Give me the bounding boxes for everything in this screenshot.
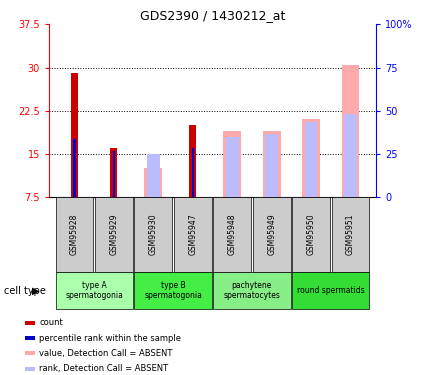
Bar [144, 168, 162, 197]
Bar [332, 197, 369, 272]
Text: round spermatids: round spermatids [297, 286, 365, 295]
Bar [56, 197, 94, 272]
Bar [213, 197, 251, 272]
Bar [265, 134, 278, 197]
Bar [74, 140, 76, 197]
Bar [226, 136, 238, 197]
Text: GSM95929: GSM95929 [109, 214, 119, 255]
Text: GSM95947: GSM95947 [188, 214, 197, 255]
Text: rank, Detection Call = ABSENT: rank, Detection Call = ABSENT [40, 364, 169, 373]
Bar [305, 122, 317, 197]
Text: GSM95949: GSM95949 [267, 214, 276, 255]
Bar [302, 119, 320, 197]
Text: count: count [40, 318, 63, 327]
Bar [189, 125, 196, 197]
Bar [71, 73, 78, 197]
Bar [147, 154, 160, 197]
Bar [26, 336, 35, 340]
Bar [224, 131, 241, 197]
Text: type A
spermatogonia: type A spermatogonia [65, 281, 123, 300]
Text: percentile rank within the sample: percentile rank within the sample [40, 333, 181, 342]
Text: GSM95948: GSM95948 [228, 214, 237, 255]
Text: GSM95950: GSM95950 [306, 214, 316, 255]
Bar [26, 351, 35, 355]
Bar [192, 148, 194, 197]
Bar [263, 131, 280, 197]
Bar [26, 321, 35, 325]
Bar [253, 197, 291, 272]
Bar [110, 148, 117, 197]
Text: value, Detection Call = ABSENT: value, Detection Call = ABSENT [40, 349, 173, 358]
Bar [134, 272, 212, 309]
Text: GSM95928: GSM95928 [70, 214, 79, 255]
Bar [344, 114, 357, 197]
Text: GSM95930: GSM95930 [149, 214, 158, 255]
Text: GSM95951: GSM95951 [346, 214, 355, 255]
Bar [292, 272, 369, 309]
Bar [113, 151, 115, 197]
Bar [292, 197, 330, 272]
Text: type B
spermatogonia: type B spermatogonia [144, 281, 202, 300]
Bar [56, 272, 133, 309]
Bar [134, 197, 172, 272]
Bar [342, 64, 360, 197]
Text: pachytene
spermatocytes: pachytene spermatocytes [224, 281, 280, 300]
Bar [26, 367, 35, 370]
Bar [95, 197, 133, 272]
Text: cell type: cell type [4, 286, 46, 296]
Text: ▶: ▶ [31, 286, 39, 296]
Title: GDS2390 / 1430212_at: GDS2390 / 1430212_at [140, 9, 285, 22]
Bar [213, 272, 291, 309]
Bar [174, 197, 212, 272]
